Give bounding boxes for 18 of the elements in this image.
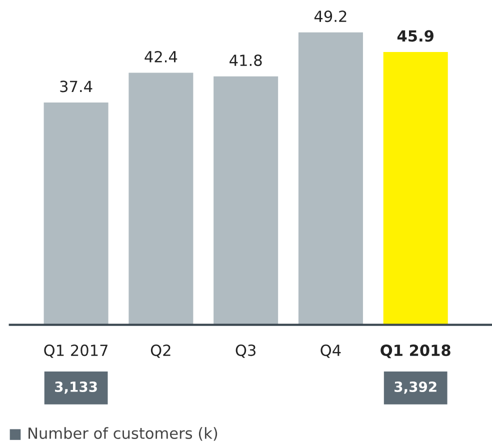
bar — [44, 102, 108, 325]
text: 3,392 — [394, 381, 436, 394]
bar — [383, 52, 448, 325]
data-label: 41.8 — [230, 54, 262, 66]
data-label: 49.2 — [314, 10, 346, 22]
text: Number of customers (k) — [28, 427, 218, 441]
data-label: 45.9 — [397, 30, 434, 42]
x-tick-label: Q1 2017 — [44, 344, 108, 358]
bar — [214, 76, 278, 325]
x-tick-label: Q3 — [236, 344, 256, 358]
x-tick-label: Q2 — [150, 344, 170, 358]
text: 3,133 — [55, 381, 97, 394]
data-label: 42.4 — [144, 50, 178, 62]
bar — [128, 72, 194, 325]
data-label: 37.4 — [60, 80, 92, 92]
x-tick-label: Q1 2018 — [380, 344, 450, 358]
x-tick-label: Q4 — [320, 344, 341, 358]
bar — [298, 32, 363, 325]
